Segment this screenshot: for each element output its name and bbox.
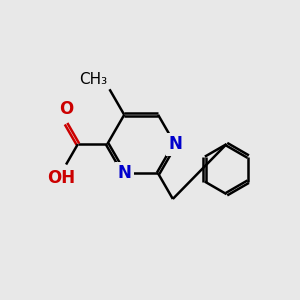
- Text: CH₃: CH₃: [79, 72, 107, 87]
- Text: N: N: [117, 164, 131, 182]
- Text: OH: OH: [48, 169, 76, 187]
- Text: N: N: [168, 135, 182, 153]
- Text: O: O: [59, 100, 73, 118]
